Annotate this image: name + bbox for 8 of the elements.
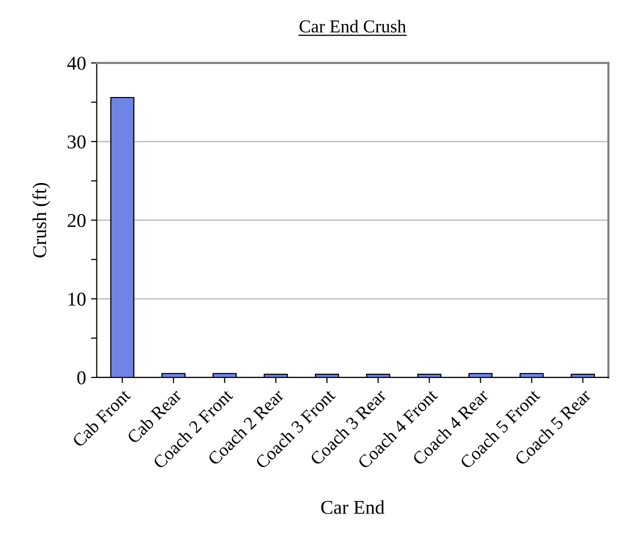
y-tick-label: 40 bbox=[67, 56, 86, 70]
y-tick-label: 10 bbox=[68, 292, 86, 306]
y-tick-label: 20 bbox=[68, 214, 86, 228]
y-tick-label: 30 bbox=[68, 135, 86, 148]
y-axis-title: Crush (ft) bbox=[32, 182, 50, 258]
x-axis-title: Car End bbox=[321, 500, 384, 514]
chart-title: Car End Crush bbox=[300, 20, 406, 33]
y-tick-label: 0 bbox=[77, 371, 86, 384]
